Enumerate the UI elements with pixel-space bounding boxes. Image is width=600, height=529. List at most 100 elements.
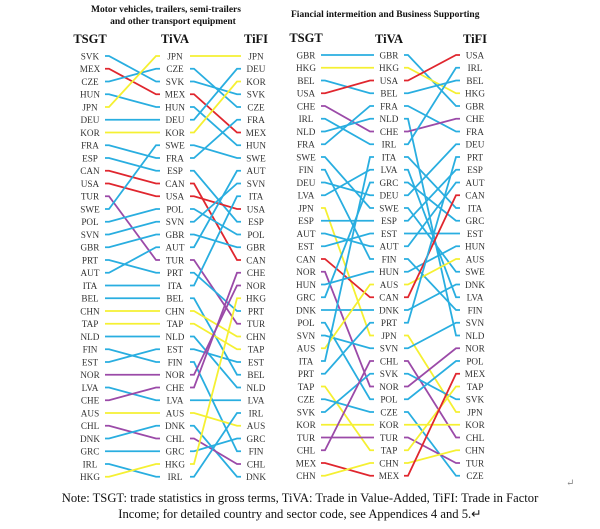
rank-label-tsgt: HUN (296, 280, 316, 290)
rank-label-tiva: POL (380, 395, 398, 405)
rank-line-gbr (105, 233, 160, 249)
rank-line-swe (190, 144, 241, 159)
rank-line-chn (321, 462, 374, 477)
rank-label-tiva: HUN (165, 102, 185, 112)
rank-line-aus (321, 283, 374, 350)
rank-label-tsgt: CAN (296, 254, 316, 264)
paragraph-mark: ↵ (566, 478, 575, 489)
panel-motor-vehicles: Motor vehicles, trailers, semi-trailers … (73, 5, 268, 482)
rank-line-che (321, 105, 374, 133)
rank-label-tifi: KOR (465, 420, 485, 430)
rank-line-nld (190, 335, 241, 389)
rank-label-tsgt: IRL (299, 114, 314, 124)
rank-label-tifi: SVN (466, 318, 485, 328)
rank-label-tiva: CHN (165, 306, 185, 316)
rank-line-dnk (404, 283, 460, 311)
rank-label-tifi: ESP (248, 217, 264, 227)
rank-label-tifi: TUR (247, 319, 266, 329)
rank-label-tifi: CZE (466, 471, 484, 481)
rank-label-tifi: CHL (466, 433, 485, 443)
rank-label-tiva: IRL (382, 140, 397, 150)
rank-label-tsgt: USA (297, 89, 316, 99)
rank-label-tsgt: NOR (296, 267, 316, 277)
rank-label-tifi: NOR (465, 344, 485, 354)
rank-label-tifi: FRA (466, 127, 484, 137)
rank-label-tsgt: GBR (297, 50, 317, 60)
rank-line-che (190, 271, 241, 389)
rank-line-ita (190, 195, 241, 287)
rank-label-tifi: DEU (466, 140, 485, 150)
rank-line-pol (105, 208, 160, 223)
rank-label-tifi: ESP (467, 165, 483, 175)
rank-label-tsgt: JPN (298, 203, 314, 213)
rank-line-aus (404, 258, 460, 286)
rank-label-tiva: AUT (380, 242, 399, 252)
rank-line-irl (404, 66, 460, 146)
rank-line-jpn (404, 334, 460, 413)
rank-label-tiva: MEX (379, 471, 400, 481)
rank-label-tsgt: CHN (80, 306, 100, 316)
rank-label-tsgt: ESP (298, 216, 314, 226)
rank-line-jpn (105, 55, 160, 108)
rank-label-tiva: AUS (166, 408, 184, 418)
rank-line-prt (105, 259, 160, 274)
rank-label-tiva: SVN (166, 217, 185, 227)
rank-label-tsgt: NLD (81, 332, 100, 342)
rank-label-tifi: SWE (465, 267, 485, 277)
rank-label-tiva: GRC (380, 178, 399, 188)
rank-line-fra (105, 144, 160, 159)
rank-line-grc (404, 181, 460, 222)
rank-label-tifi: GBR (247, 243, 267, 253)
rank-label-tiva: HKG (379, 63, 399, 73)
rank-line-svn (190, 182, 241, 223)
rank-label-tsgt: ESP (82, 153, 98, 163)
column-header-tsgt: TSGT (73, 32, 107, 46)
rank-line-usa (404, 54, 460, 82)
rank-label-tsgt: CZE (297, 395, 315, 405)
rank-line-irl (190, 412, 241, 478)
rank-label-tifi: POL (247, 230, 265, 240)
rank-label-tsgt: GRC (297, 293, 316, 303)
rank-label-tifi: HUN (465, 242, 485, 252)
rank-label-tifi: CHN (465, 446, 485, 456)
rank-label-tifi: GRC (247, 434, 266, 444)
rank-line-hun (105, 93, 160, 108)
rank-label-tifi: AUS (466, 254, 484, 264)
rank-line-swe (105, 144, 160, 210)
rank-line-esp (105, 157, 160, 172)
rank-line-aut (404, 181, 460, 248)
rank-line-tur (404, 436, 460, 464)
rank-label-tifi: PRT (467, 152, 484, 162)
rank-line-pol (190, 208, 241, 236)
rank-line-cze (105, 67, 160, 83)
rank-line-prt (404, 156, 460, 324)
rank-line-mex (190, 93, 241, 134)
rank-label-tiva: FRA (166, 153, 184, 163)
rank-line-chn (404, 449, 460, 464)
rank-label-tiva: CAN (379, 293, 399, 303)
rank-label-tsgt: MEX (296, 458, 317, 468)
rank-label-tsgt: AUS (297, 344, 315, 354)
rank-line-fra (404, 105, 460, 133)
rank-line-aut (190, 169, 241, 249)
rank-label-tifi: IRL (468, 63, 483, 73)
rank-line-hun (404, 245, 460, 273)
rank-label-tiva: KOR (379, 420, 399, 430)
rank-label-tsgt: POL (81, 217, 99, 227)
rank-label-tiva: HUN (379, 267, 399, 277)
rank-labels: SVK MEX CZE HUN JPN DEU KOR FRA ESP CAN USA TUR SWE P… (80, 51, 267, 482)
rank-line-pol (321, 321, 374, 401)
rank-line-aus (190, 412, 241, 427)
rank-line-est (190, 348, 241, 363)
rank-label-tiva: TAP (167, 319, 184, 329)
rank-label-tsgt: HUN (80, 90, 100, 100)
rank-label-tiva: KOR (165, 128, 185, 138)
rank-line-lva (321, 168, 374, 197)
rank-line-hkg (190, 297, 241, 465)
rank-label-tifi: SWE (246, 153, 266, 163)
rank-label-tiva: DEU (166, 115, 185, 125)
rank-line-svn (105, 220, 160, 236)
rank-label-tsgt: USA (81, 179, 100, 189)
rank-line-deu (190, 67, 241, 121)
rank-label-tifi: TAP (467, 382, 484, 392)
